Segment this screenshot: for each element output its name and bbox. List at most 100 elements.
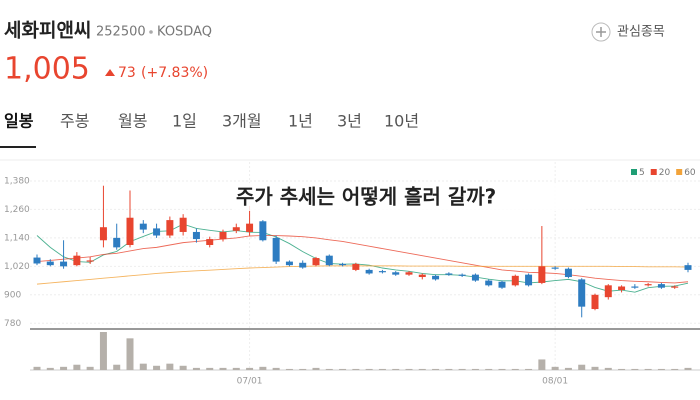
candle-body xyxy=(86,260,94,262)
candle-body xyxy=(578,279,586,307)
stock-name: 세화피앤씨 xyxy=(4,20,91,42)
y-tick-label: 1,380 xyxy=(4,176,30,186)
volume-bar xyxy=(432,368,440,370)
tab[interactable]: 주봉 xyxy=(60,112,89,131)
up-triangle xyxy=(105,69,115,76)
volume-bar xyxy=(604,367,612,370)
y-tick-label: 900 xyxy=(4,290,21,300)
tab[interactable]: 3개월 xyxy=(222,112,262,131)
candle-body xyxy=(405,272,413,275)
tab-underline xyxy=(0,146,36,148)
candle-body xyxy=(312,258,320,266)
volume-bar xyxy=(299,368,307,370)
tab[interactable]: 일봉 xyxy=(4,112,34,131)
candle-body xyxy=(657,284,665,288)
market: KOSDAQ xyxy=(157,25,212,40)
candle-body xyxy=(631,286,639,288)
candle-body xyxy=(458,274,466,276)
stock-code: 252500 xyxy=(96,25,146,40)
volume-bar xyxy=(325,368,333,370)
separator-dot xyxy=(149,30,153,34)
volume-bar xyxy=(511,368,519,370)
volume-bar xyxy=(246,367,254,370)
legend-swatch xyxy=(631,169,637,175)
annotation: 주가 추세는 어떻게 흘러 갈까? xyxy=(236,185,496,209)
volume-bar xyxy=(272,367,280,370)
candle-body xyxy=(73,255,81,266)
candle-body xyxy=(232,227,240,231)
volume-bar xyxy=(113,364,121,370)
candle-body xyxy=(432,275,440,280)
volume-bar xyxy=(471,368,479,370)
volume-bar xyxy=(458,368,466,370)
volume-bar xyxy=(206,367,214,370)
candle-body xyxy=(684,265,692,270)
candle-body xyxy=(392,272,400,275)
legend-label: 20 xyxy=(659,168,671,178)
volume-bar xyxy=(644,368,652,370)
volume-bar xyxy=(259,366,267,370)
candle-body xyxy=(352,263,360,270)
volume-bar xyxy=(525,368,533,370)
candle-body xyxy=(471,274,479,281)
volume-bar xyxy=(99,332,107,370)
candle-body xyxy=(246,223,254,232)
candle-body xyxy=(485,280,493,286)
candle-body xyxy=(153,228,161,236)
candle-body xyxy=(525,274,533,286)
candle-body xyxy=(179,217,187,232)
tab[interactable]: 10년 xyxy=(384,112,419,131)
volume-bar xyxy=(33,366,41,370)
candle-body xyxy=(206,239,214,245)
ma-line xyxy=(36,235,689,284)
candle-body xyxy=(591,294,599,310)
volume-bar xyxy=(392,368,400,370)
candle-body xyxy=(339,263,347,266)
legend-label: 60 xyxy=(684,168,696,178)
tab[interactable]: 1일 xyxy=(172,112,197,131)
volume-bar xyxy=(405,368,413,370)
annotation-bg xyxy=(232,183,584,211)
legend-label: 5 xyxy=(639,168,645,178)
volume-bar xyxy=(312,367,320,370)
volume-bar xyxy=(179,365,187,370)
watch-label: 관심종목 xyxy=(617,25,665,40)
candle-body xyxy=(192,231,200,240)
watch-button[interactable]: 관심종목 xyxy=(591,22,665,42)
candle-body xyxy=(99,227,107,241)
volume-bar xyxy=(232,367,240,370)
chart: 780 900 1,020 1,140 1,260 1,380 07/01 08/01 5 20 6… xyxy=(4,162,700,387)
candle-body xyxy=(511,275,519,286)
legend-swatch xyxy=(676,169,683,175)
volume-bar xyxy=(139,363,147,370)
y-tick-label: 1,140 xyxy=(4,233,30,243)
legend-swatch xyxy=(650,169,657,175)
volume-bar xyxy=(551,366,559,370)
candle-body xyxy=(219,231,227,240)
candle-body xyxy=(126,217,134,245)
ma-line xyxy=(36,265,689,285)
candle-body xyxy=(564,268,572,278)
volume-bar xyxy=(418,368,426,370)
volume-bar xyxy=(339,368,347,370)
x-tick-label: 08/01 xyxy=(542,377,568,387)
candle-body xyxy=(166,220,174,236)
candle-body xyxy=(644,284,652,286)
y-tick-label: 780 xyxy=(4,319,21,329)
candle-body xyxy=(378,271,386,273)
volume-bar xyxy=(671,368,679,370)
candle-body xyxy=(365,269,373,274)
candle-body xyxy=(538,266,546,283)
candle-body xyxy=(445,273,453,275)
tab[interactable]: 월봉 xyxy=(118,112,147,131)
candle-body xyxy=(618,286,626,291)
candle-body xyxy=(33,257,41,264)
volume-bar xyxy=(578,364,586,370)
tab[interactable]: 3년 xyxy=(337,112,362,131)
candle-body xyxy=(604,285,612,298)
volume-bar xyxy=(485,368,493,370)
tab[interactable]: 1년 xyxy=(288,112,313,131)
volume-bar xyxy=(126,338,134,370)
volume-bar xyxy=(166,363,174,370)
